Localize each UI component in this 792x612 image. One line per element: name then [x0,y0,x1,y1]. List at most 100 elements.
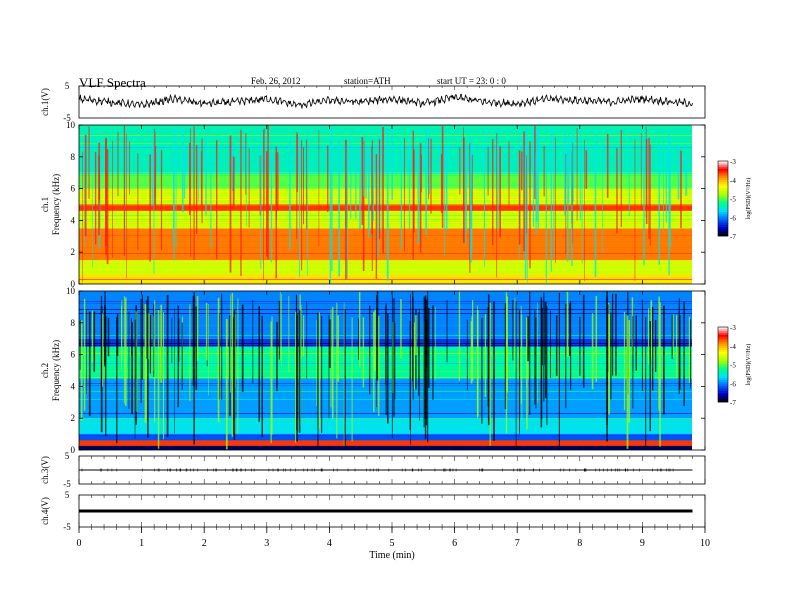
spectrogram-streak [555,315,558,376]
spectrogram-streak [232,317,234,435]
spectrogram-streak [565,303,567,409]
ch1-waveform-line [78,93,693,109]
spectrogram-streak [683,301,685,407]
spectrogram-streak [615,293,617,376]
spectrogram-streak [147,296,149,438]
spectrogram-streak [128,311,130,409]
spectrogram-streak [489,302,491,446]
spectrogram-streak [359,292,361,368]
spectrogram-streak [427,308,430,388]
spectrogram-streak [201,138,203,224]
spectrogram-streak [84,134,87,237]
colorbar-tick-label: -5 [730,362,736,370]
spectrogram-striation [79,243,692,244]
spectrogram-streak [645,139,648,224]
spectrogram-streak [470,321,473,384]
spectrogram-streak [362,140,365,271]
colorbar-segment [718,334,728,337]
y-tick-label: 10 [66,286,76,296]
spectrogram-streak [584,139,585,282]
spectrogram-streak [387,313,389,424]
colorbar-segment [718,170,728,173]
spectrogram-streak [535,153,537,235]
colorbar-segment [718,198,728,201]
spectrogram-streak [484,314,486,397]
spectrogram-striation [79,127,692,128]
spectrogram-streak [581,145,583,264]
spectrogram-streak [466,319,468,391]
spectrogram-streak [392,322,394,393]
spectrogram-striation [79,253,692,254]
x-tick-label: 2 [202,538,207,549]
colorbar-segment [718,377,728,380]
spectrogram-streak [648,308,650,365]
colorbar-segment [718,228,728,231]
y-tick-label: 6 [71,350,76,360]
y-tick-label: -5 [63,479,71,489]
spectrogram-streak [544,302,545,366]
spectrogram-streak [152,316,154,371]
spectrogram-streak [565,153,567,255]
y-tick-label: 8 [71,318,76,328]
colorbar-segment [718,342,728,345]
colorbar-segment [718,340,728,343]
spectrogram-striation [79,303,692,304]
spectrogram-streak [200,151,202,206]
spectrogram-streak [595,296,598,382]
spectrogram-striation [79,433,692,434]
spectrogram-streak [121,305,122,370]
spectrogram-streak [146,299,147,359]
spectrogram-streak [425,299,428,426]
colorbar-segment [718,166,728,169]
spectrogram-streak [518,150,521,245]
spectrogram-streak [373,311,375,413]
spectrogram-streak [378,316,380,417]
spectrogram-streak [217,297,220,423]
spectrogram-streak [649,144,651,246]
spectrogram-streak [564,134,566,216]
spectrogram-streak [463,137,465,244]
spectrogram-streak [261,315,263,437]
spectrogram-streak [346,146,348,279]
spectrogram-streak [271,316,273,435]
spectrogram-streak [417,149,420,244]
spectrogram-streak [497,129,499,230]
spectrogram-streak [608,314,610,415]
spectrogram-streak [632,316,634,409]
spectrogram-streak [393,298,395,417]
spectrogram-streak [196,295,199,361]
spectrogram-streak [515,301,517,450]
spectrogram-streak [579,316,581,376]
spectrogram-streak [126,133,127,279]
colorbar-frame [717,160,729,237]
x-tick-label: 7 [515,538,520,549]
spectrogram-streak [428,138,429,200]
spectrogram-streak [413,322,415,390]
colorbar-segment [718,375,728,378]
spectrogram-streak [652,306,654,391]
spectrogram-streak [343,302,345,447]
spectrogram-streak [419,308,420,421]
colorbar-segment [718,217,728,220]
spectrogram-streak [378,139,381,239]
colorbar-segment [718,200,728,203]
spectrogram-streak [616,148,618,234]
spectrogram-streak [374,309,376,371]
spectrogram-streak [620,130,622,227]
spectrogram-streak [193,126,195,260]
spectrogram-streak [529,291,531,415]
spectrogram-striation [79,199,692,200]
colorbar-label: log(PSD)(V²/Hz) [745,344,752,385]
spectrogram-streak [355,148,357,219]
spectrogram-streak [432,305,434,400]
colorbar-segment [718,183,728,186]
spectrogram-streak [428,133,430,194]
colorbar-segment [718,338,728,341]
colorbar-tick-label: -4 [730,343,736,351]
spectrogram-streak [154,300,156,423]
colorbar-segment [718,364,728,367]
spectrogram-streak [372,148,374,221]
spectrogram-streak [144,304,147,423]
spectrogram-streak [263,130,264,281]
